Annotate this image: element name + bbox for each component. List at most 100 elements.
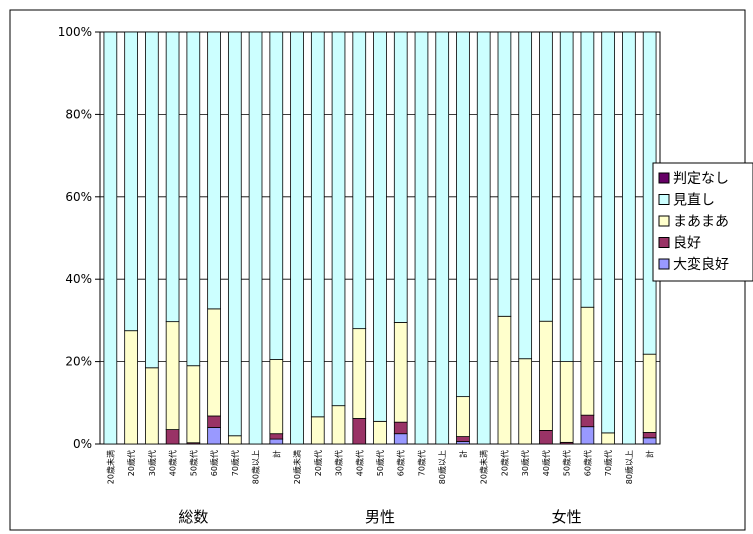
bar-segment: [269, 438, 284, 445]
x-tick-label: 計: [271, 450, 281, 458]
bar-segment: [331, 405, 346, 445]
bar-segment: [124, 31, 138, 332]
bar-segment: [269, 359, 284, 435]
legend-swatch: [658, 194, 670, 205]
x-tick-label: 60歳代: [396, 450, 406, 476]
bar-segment: [622, 31, 636, 445]
x-tick-label: 30歳代: [334, 450, 344, 476]
x-tick-label: 60歳代: [582, 450, 592, 476]
bar-segment: [186, 365, 201, 444]
x-tick-label: 計: [645, 450, 655, 458]
x-tick-label: 60歳代: [209, 450, 219, 476]
x-tick-label: 20歳代: [499, 450, 509, 476]
bar-segment: [539, 429, 553, 445]
x-tick-label: 70歳代: [230, 450, 240, 476]
y-tick-label: 100%: [58, 25, 92, 39]
bar-segment: [124, 330, 138, 445]
legend-swatch: [658, 258, 670, 270]
bar-segment: [310, 416, 325, 445]
bar-segment: [269, 31, 284, 360]
x-tick-label: 40歳代: [541, 450, 551, 476]
x-tick-label: 70歳代: [603, 450, 613, 476]
bar-segment: [145, 31, 159, 369]
x-tick-label: 20歳未満: [292, 450, 302, 484]
bar-segment: [331, 31, 346, 407]
bar-segment: [539, 320, 553, 431]
legend-label: 良好: [673, 236, 701, 252]
x-tick-label: 70歳代: [416, 450, 426, 476]
bar-segment: [207, 31, 221, 310]
bar-segment: [518, 31, 533, 360]
x-tick-label: 50歳代: [188, 450, 198, 476]
legend-swatch: [658, 172, 670, 184]
bar-segment: [269, 433, 284, 440]
x-tick-label: 20歳代: [313, 450, 323, 476]
group-label: 総数: [178, 508, 208, 526]
bar-segment: [352, 31, 367, 330]
bar-segment: [352, 328, 367, 419]
legend-label: 判定なし: [673, 171, 729, 187]
y-tick-label: 20%: [65, 355, 92, 369]
legend-swatch: [658, 215, 670, 227]
bar-segment: [393, 322, 408, 423]
y-tick-label: 60%: [65, 190, 92, 204]
bar-segment: [414, 31, 429, 445]
bar-segment: [207, 308, 221, 417]
bar-segment: [393, 421, 408, 435]
bar-segment: [393, 433, 408, 445]
bar-segment: [248, 31, 263, 445]
bar-segment: [456, 31, 470, 398]
legend-box: [652, 162, 753, 282]
x-tick-label: 80歳以上: [437, 450, 447, 484]
bar-segment: [601, 31, 615, 434]
bar-segment: [497, 31, 512, 317]
x-tick-label: 30歳代: [520, 450, 530, 476]
bar-segment: [373, 31, 387, 422]
bar-segment: [456, 436, 470, 442]
legend-label: 見直し: [673, 192, 715, 209]
bar-segment: [227, 31, 242, 437]
bar-segment: [539, 31, 553, 322]
bar-segment: [290, 31, 304, 445]
bar-segment: [207, 415, 221, 428]
bar-segment: [580, 31, 595, 308]
bar-segment: [435, 31, 450, 445]
axis-layer: 0% 20% 40% 60% 80% 100% 20歳未満 20歳代 30歳代 40歳代 50歳代 6…: [58, 25, 655, 526]
x-tick-label: 20歳未満: [105, 450, 115, 484]
bar-segment: [642, 353, 657, 433]
legend-label: まあまあ: [673, 214, 729, 230]
x-tick-label: 50歳代: [375, 450, 385, 476]
x-tick-label: 20歳代: [126, 450, 136, 476]
bar-segment: [642, 432, 657, 439]
bar-segment: [580, 426, 595, 445]
bar-segment: [165, 429, 180, 445]
bar-segment: [165, 321, 180, 430]
x-tick-label: 計: [458, 450, 468, 458]
bar-segment: [601, 432, 615, 445]
bar-segment: [559, 361, 574, 443]
x-tick-label: 20歳未満: [479, 450, 489, 484]
x-tick-label: 30歳代: [147, 450, 157, 476]
bar-segment: [310, 31, 325, 418]
x-tick-label: 40歳代: [168, 450, 178, 476]
bar-segment: [186, 31, 201, 367]
legend-swatch: [658, 237, 670, 248]
bar-segment: [642, 437, 657, 445]
group-label: 男性: [365, 508, 395, 526]
bar-segment: [476, 31, 491, 445]
x-tick-label: 50歳代: [562, 450, 572, 476]
bar-segment: [456, 396, 470, 437]
bar-segment: [352, 418, 367, 445]
legend-label: 大変良好: [673, 256, 729, 273]
bar-segment: [518, 358, 533, 445]
y-tick-label: 0%: [73, 437, 92, 451]
bar-segment: [580, 414, 595, 428]
bar-segment: [227, 435, 242, 445]
bar-segment: [145, 367, 159, 445]
x-tick-label: 80歳以上: [251, 450, 261, 484]
bar-segment: [497, 315, 512, 445]
group-label: 女性: [552, 508, 582, 526]
